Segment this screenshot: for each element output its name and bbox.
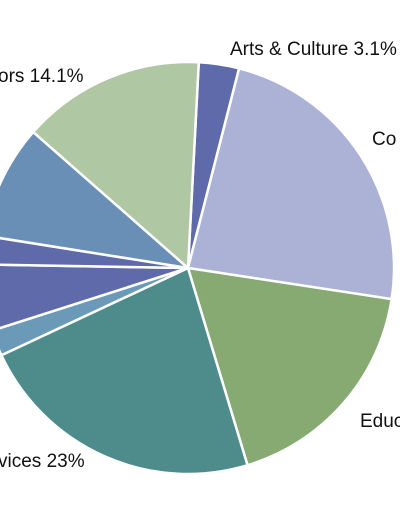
pie-slice-1: [186, 67, 396, 301]
slice-label-0: Arts & Culture 3.1%: [230, 39, 397, 60]
slices-group: [0, 60, 396, 476]
outside-label-1: vices 23%: [0, 451, 85, 472]
pie-slice-2: [186, 266, 393, 467]
pie-slice-8: [32, 60, 201, 270]
pie-slice-7: [0, 130, 190, 270]
outside-label-0: ors 14.1%: [0, 66, 84, 87]
slice-label-2: Educ: [360, 411, 400, 432]
slice-label-1: Co: [372, 129, 396, 150]
pie-slice-3: [0, 266, 249, 476]
labels-group: Arts & Culture 3.1% Co Educ ors 14.1% vices …: [0, 39, 400, 472]
pie-slice-5: [0, 263, 190, 330]
pie-slice-4: [0, 266, 190, 357]
